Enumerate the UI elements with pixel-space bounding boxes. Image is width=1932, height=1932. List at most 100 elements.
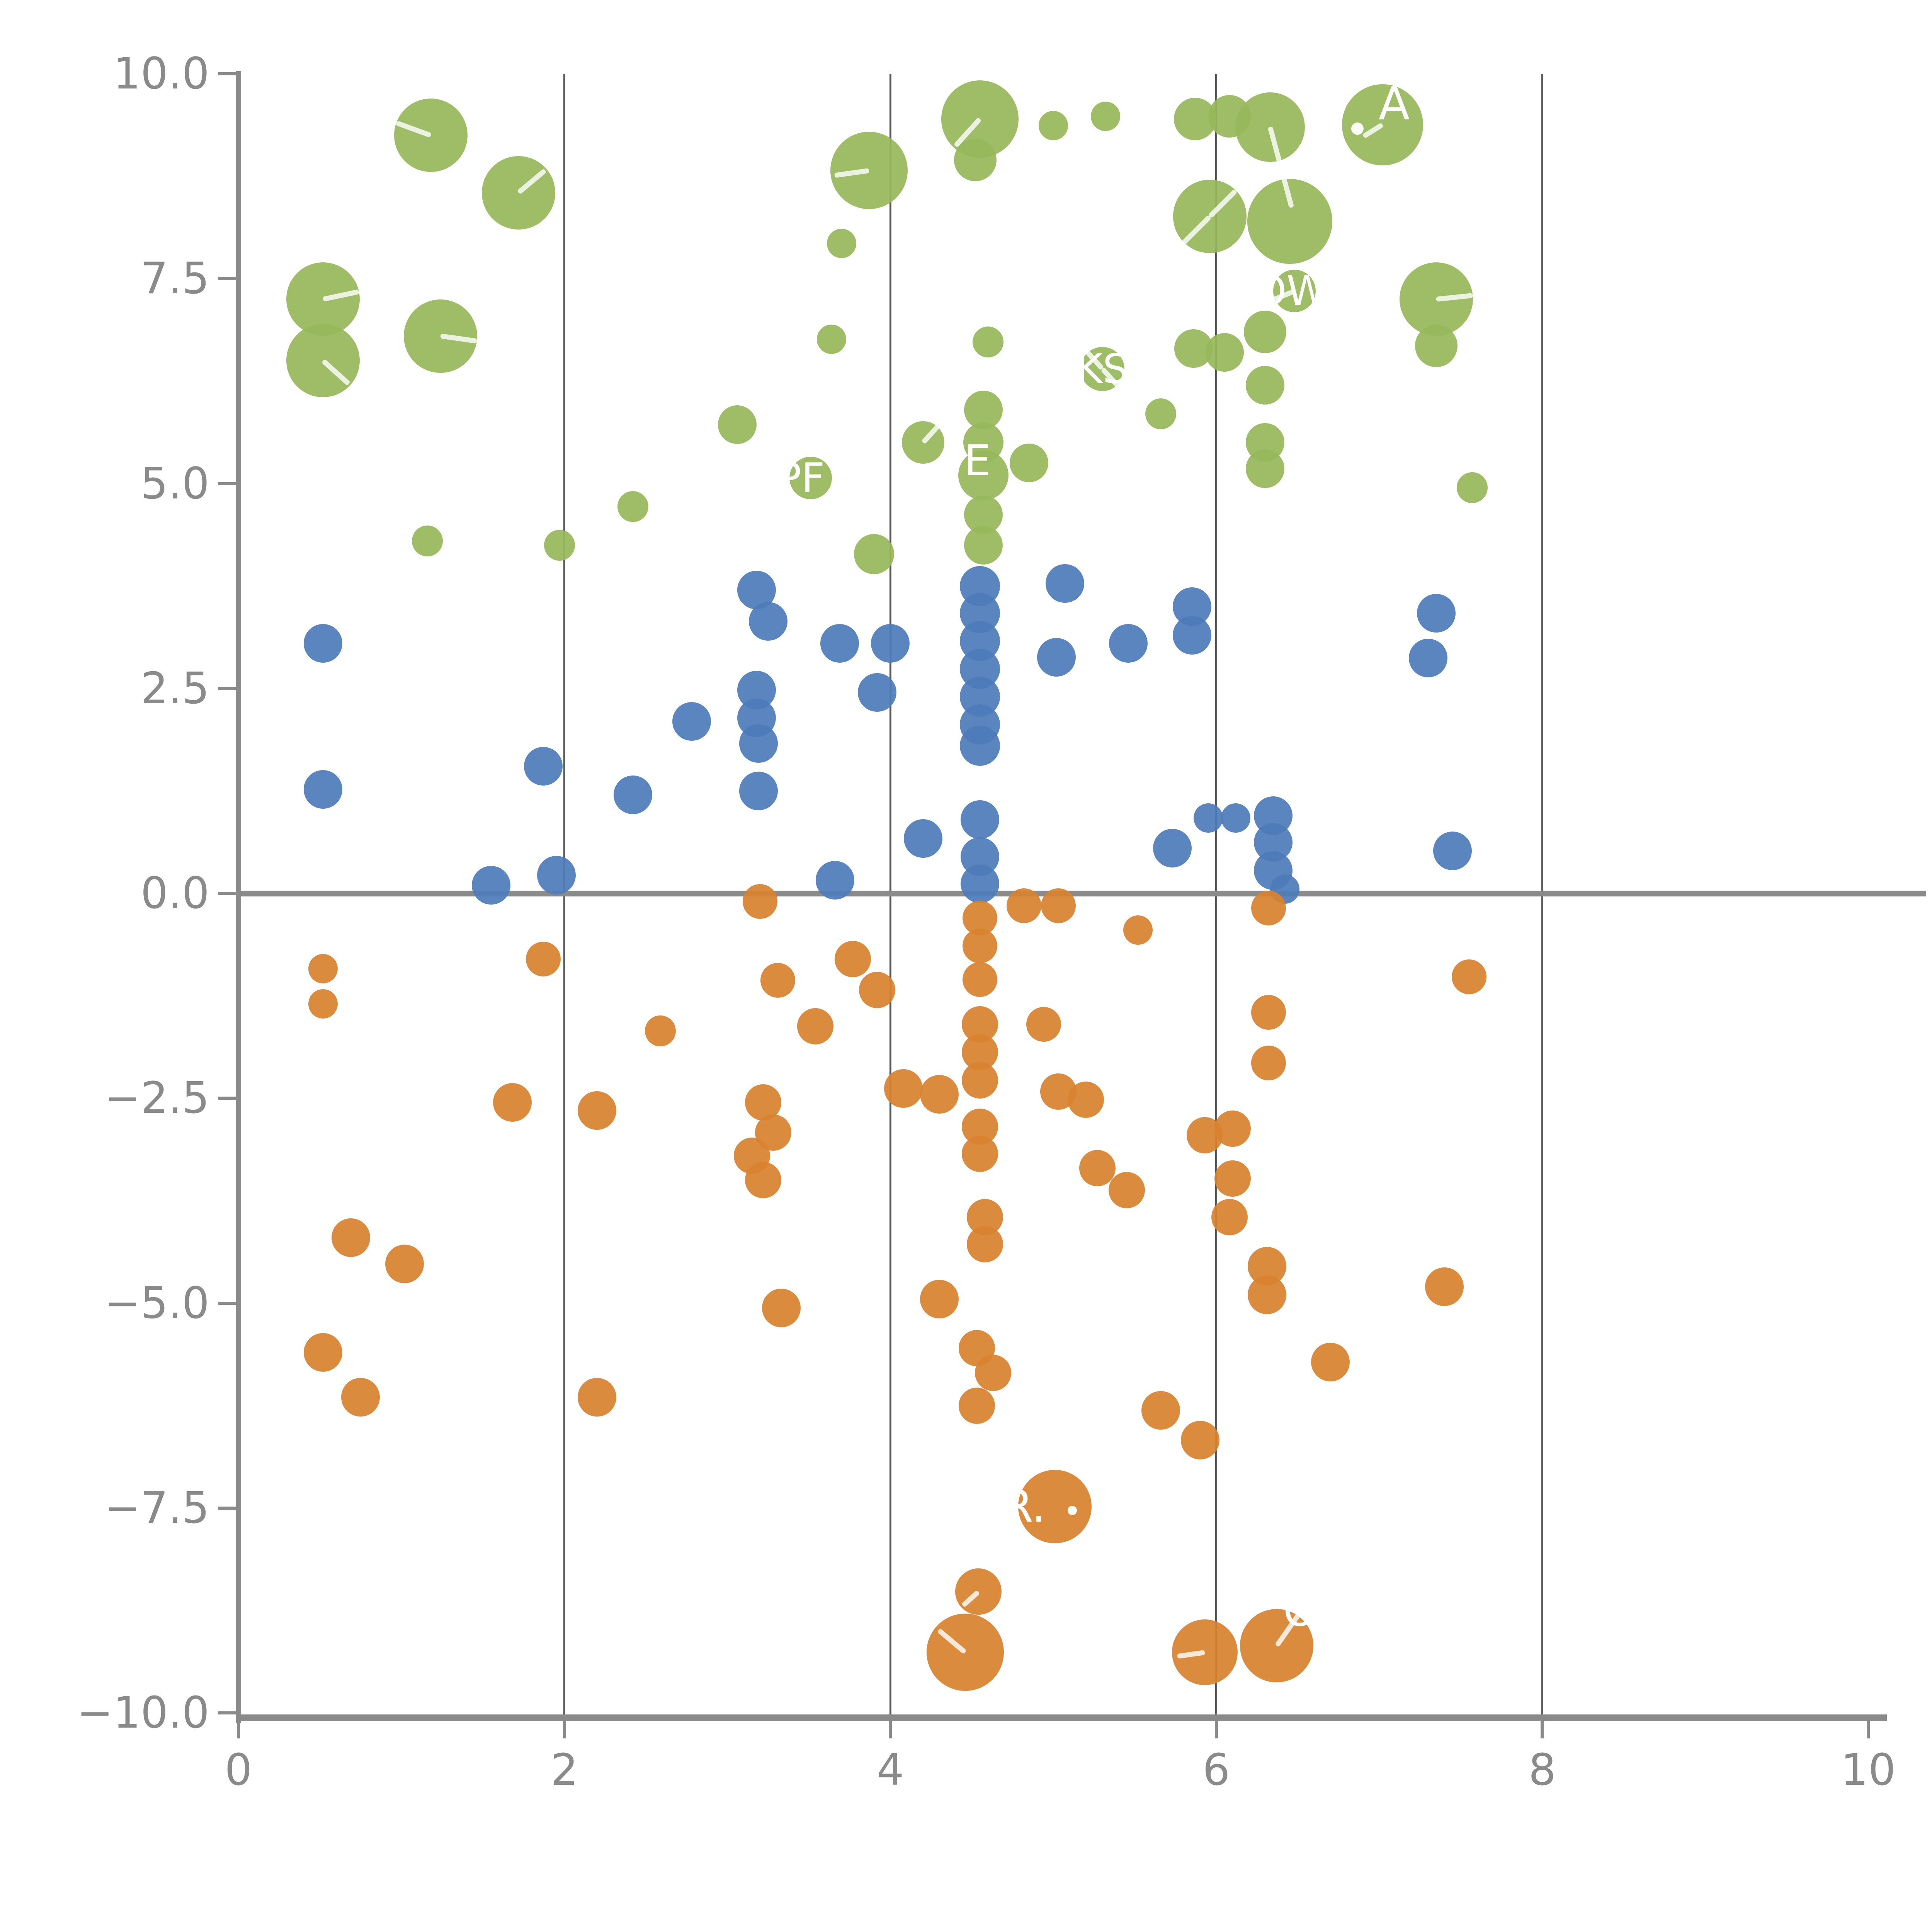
data-point-lower-band — [308, 989, 338, 1019]
data-point-lower-band — [1026, 1007, 1061, 1042]
y-tick-label: 10.0 — [113, 49, 209, 99]
data-point-upper-band — [412, 525, 443, 556]
data-point-middle-band — [1045, 564, 1084, 603]
y-tick — [218, 277, 236, 281]
data-point-upper-band — [1009, 444, 1048, 483]
point-label-OW: OW — [1255, 267, 1327, 315]
y-tick — [218, 1506, 236, 1510]
data-point-lower-band — [341, 1378, 380, 1417]
data-point-lower-band — [1007, 888, 1042, 923]
data-point-lower-band — [577, 1091, 616, 1130]
data-point-lower-band — [958, 1387, 995, 1424]
data-point-lower-band — [1108, 1172, 1145, 1208]
data-point-lower-band — [742, 884, 777, 919]
annotation-anchor-dot — [1068, 1505, 1077, 1515]
data-point-upper-band — [958, 450, 1009, 501]
data-point-lower-band — [859, 972, 896, 1009]
data-point-middle-band — [1153, 829, 1192, 868]
y-tick-label: −5.0 — [104, 1278, 209, 1328]
data-point-lower-band — [1214, 1160, 1251, 1197]
data-point-middle-band — [1433, 831, 1472, 870]
data-point-lower-band — [1018, 1469, 1092, 1543]
data-point-lower-band — [920, 1075, 959, 1114]
data-point-middle-band — [871, 624, 910, 663]
data-point-lower-band — [526, 941, 561, 976]
point-label-A: A — [1378, 77, 1410, 130]
data-point-lower-band — [1141, 1391, 1180, 1430]
y-tick-label: 5.0 — [140, 458, 209, 509]
data-point-lower-band — [1211, 1199, 1248, 1235]
data-point-upper-band — [789, 456, 832, 499]
y-tick-label: 7.5 — [140, 253, 209, 304]
data-point-middle-band — [815, 861, 854, 900]
x-tick-label: 0 — [224, 1745, 252, 1795]
data-point-upper-band — [1244, 311, 1287, 354]
x-tick — [889, 1721, 892, 1738]
data-point-upper-band — [1273, 270, 1316, 313]
data-point-lower-band — [1451, 959, 1486, 995]
data-point-middle-band — [304, 624, 343, 663]
data-point-upper-band — [827, 229, 856, 259]
data-point-upper-band — [817, 325, 847, 354]
data-point-lower-band — [645, 1015, 676, 1047]
data-point-upper-band — [1457, 472, 1488, 503]
x-tick-label: 4 — [876, 1745, 904, 1795]
data-point-lower-band — [962, 1062, 998, 1099]
data-point-upper-band — [1415, 325, 1458, 367]
data-point-upper-band — [830, 132, 908, 209]
data-point-lower-band — [1251, 891, 1286, 926]
data-point-lower-band — [920, 1279, 959, 1318]
data-point-lower-band — [762, 1289, 801, 1328]
data-point-upper-band — [1205, 333, 1244, 372]
data-point-lower-band — [835, 940, 871, 977]
data-point-upper-band — [854, 534, 895, 574]
data-point-middle-band — [1037, 638, 1076, 677]
y-tick-label: −7.5 — [104, 1483, 209, 1533]
annotation-anchor-dot — [1351, 122, 1364, 135]
data-point-upper-band — [1246, 449, 1285, 488]
x-tick — [237, 1721, 240, 1738]
x-tick — [1541, 1721, 1544, 1738]
point-label-B: B — [1144, 1616, 1173, 1666]
point-label-R: R. — [1002, 1480, 1046, 1532]
data-point-middle-band — [960, 726, 1000, 766]
y-tick — [218, 72, 236, 75]
y-tick-label: −2.5 — [104, 1073, 209, 1124]
data-point-middle-band — [961, 864, 1000, 903]
data-point-middle-band — [1109, 624, 1148, 663]
y-tick — [218, 1301, 236, 1305]
data-point-upper-band — [1090, 102, 1120, 131]
data-point-lower-band — [308, 954, 338, 984]
y-tick-label: 0.0 — [140, 868, 209, 918]
data-point-lower-band — [1251, 1046, 1286, 1081]
data-point-upper-band — [617, 491, 648, 522]
data-point-lower-band — [797, 1008, 834, 1044]
data-point-lower-band — [385, 1244, 424, 1283]
data-point-lower-band — [745, 1162, 782, 1199]
data-point-lower-band — [963, 962, 998, 997]
data-point-middle-band — [903, 819, 942, 858]
zero-line — [238, 891, 1926, 896]
y-tick — [218, 1711, 236, 1714]
data-point-lower-band — [493, 1083, 532, 1122]
data-point-middle-band — [1193, 803, 1223, 833]
data-point-lower-band — [1068, 1082, 1104, 1118]
y-tick — [218, 687, 236, 690]
y-tick — [218, 892, 236, 895]
data-point-lower-band — [745, 1084, 782, 1121]
x-tick — [1867, 1721, 1870, 1738]
data-point-lower-band — [1079, 1150, 1116, 1186]
point-label-E: E — [964, 436, 991, 486]
x-axis-spine — [236, 1714, 1887, 1721]
data-point-middle-band — [961, 800, 1000, 839]
data-point-middle-band — [672, 702, 711, 741]
data-point-middle-band — [1172, 616, 1211, 655]
x-tick-label: 2 — [550, 1745, 578, 1795]
data-point-lower-band — [1251, 995, 1286, 1030]
data-point-lower-band — [1214, 1110, 1251, 1147]
data-point-upper-band — [1039, 111, 1068, 140]
data-point-upper-band — [1246, 366, 1285, 405]
data-point-lower-band — [884, 1069, 923, 1108]
y-axis-spine — [236, 71, 241, 1723]
data-point-upper-band — [954, 138, 997, 181]
